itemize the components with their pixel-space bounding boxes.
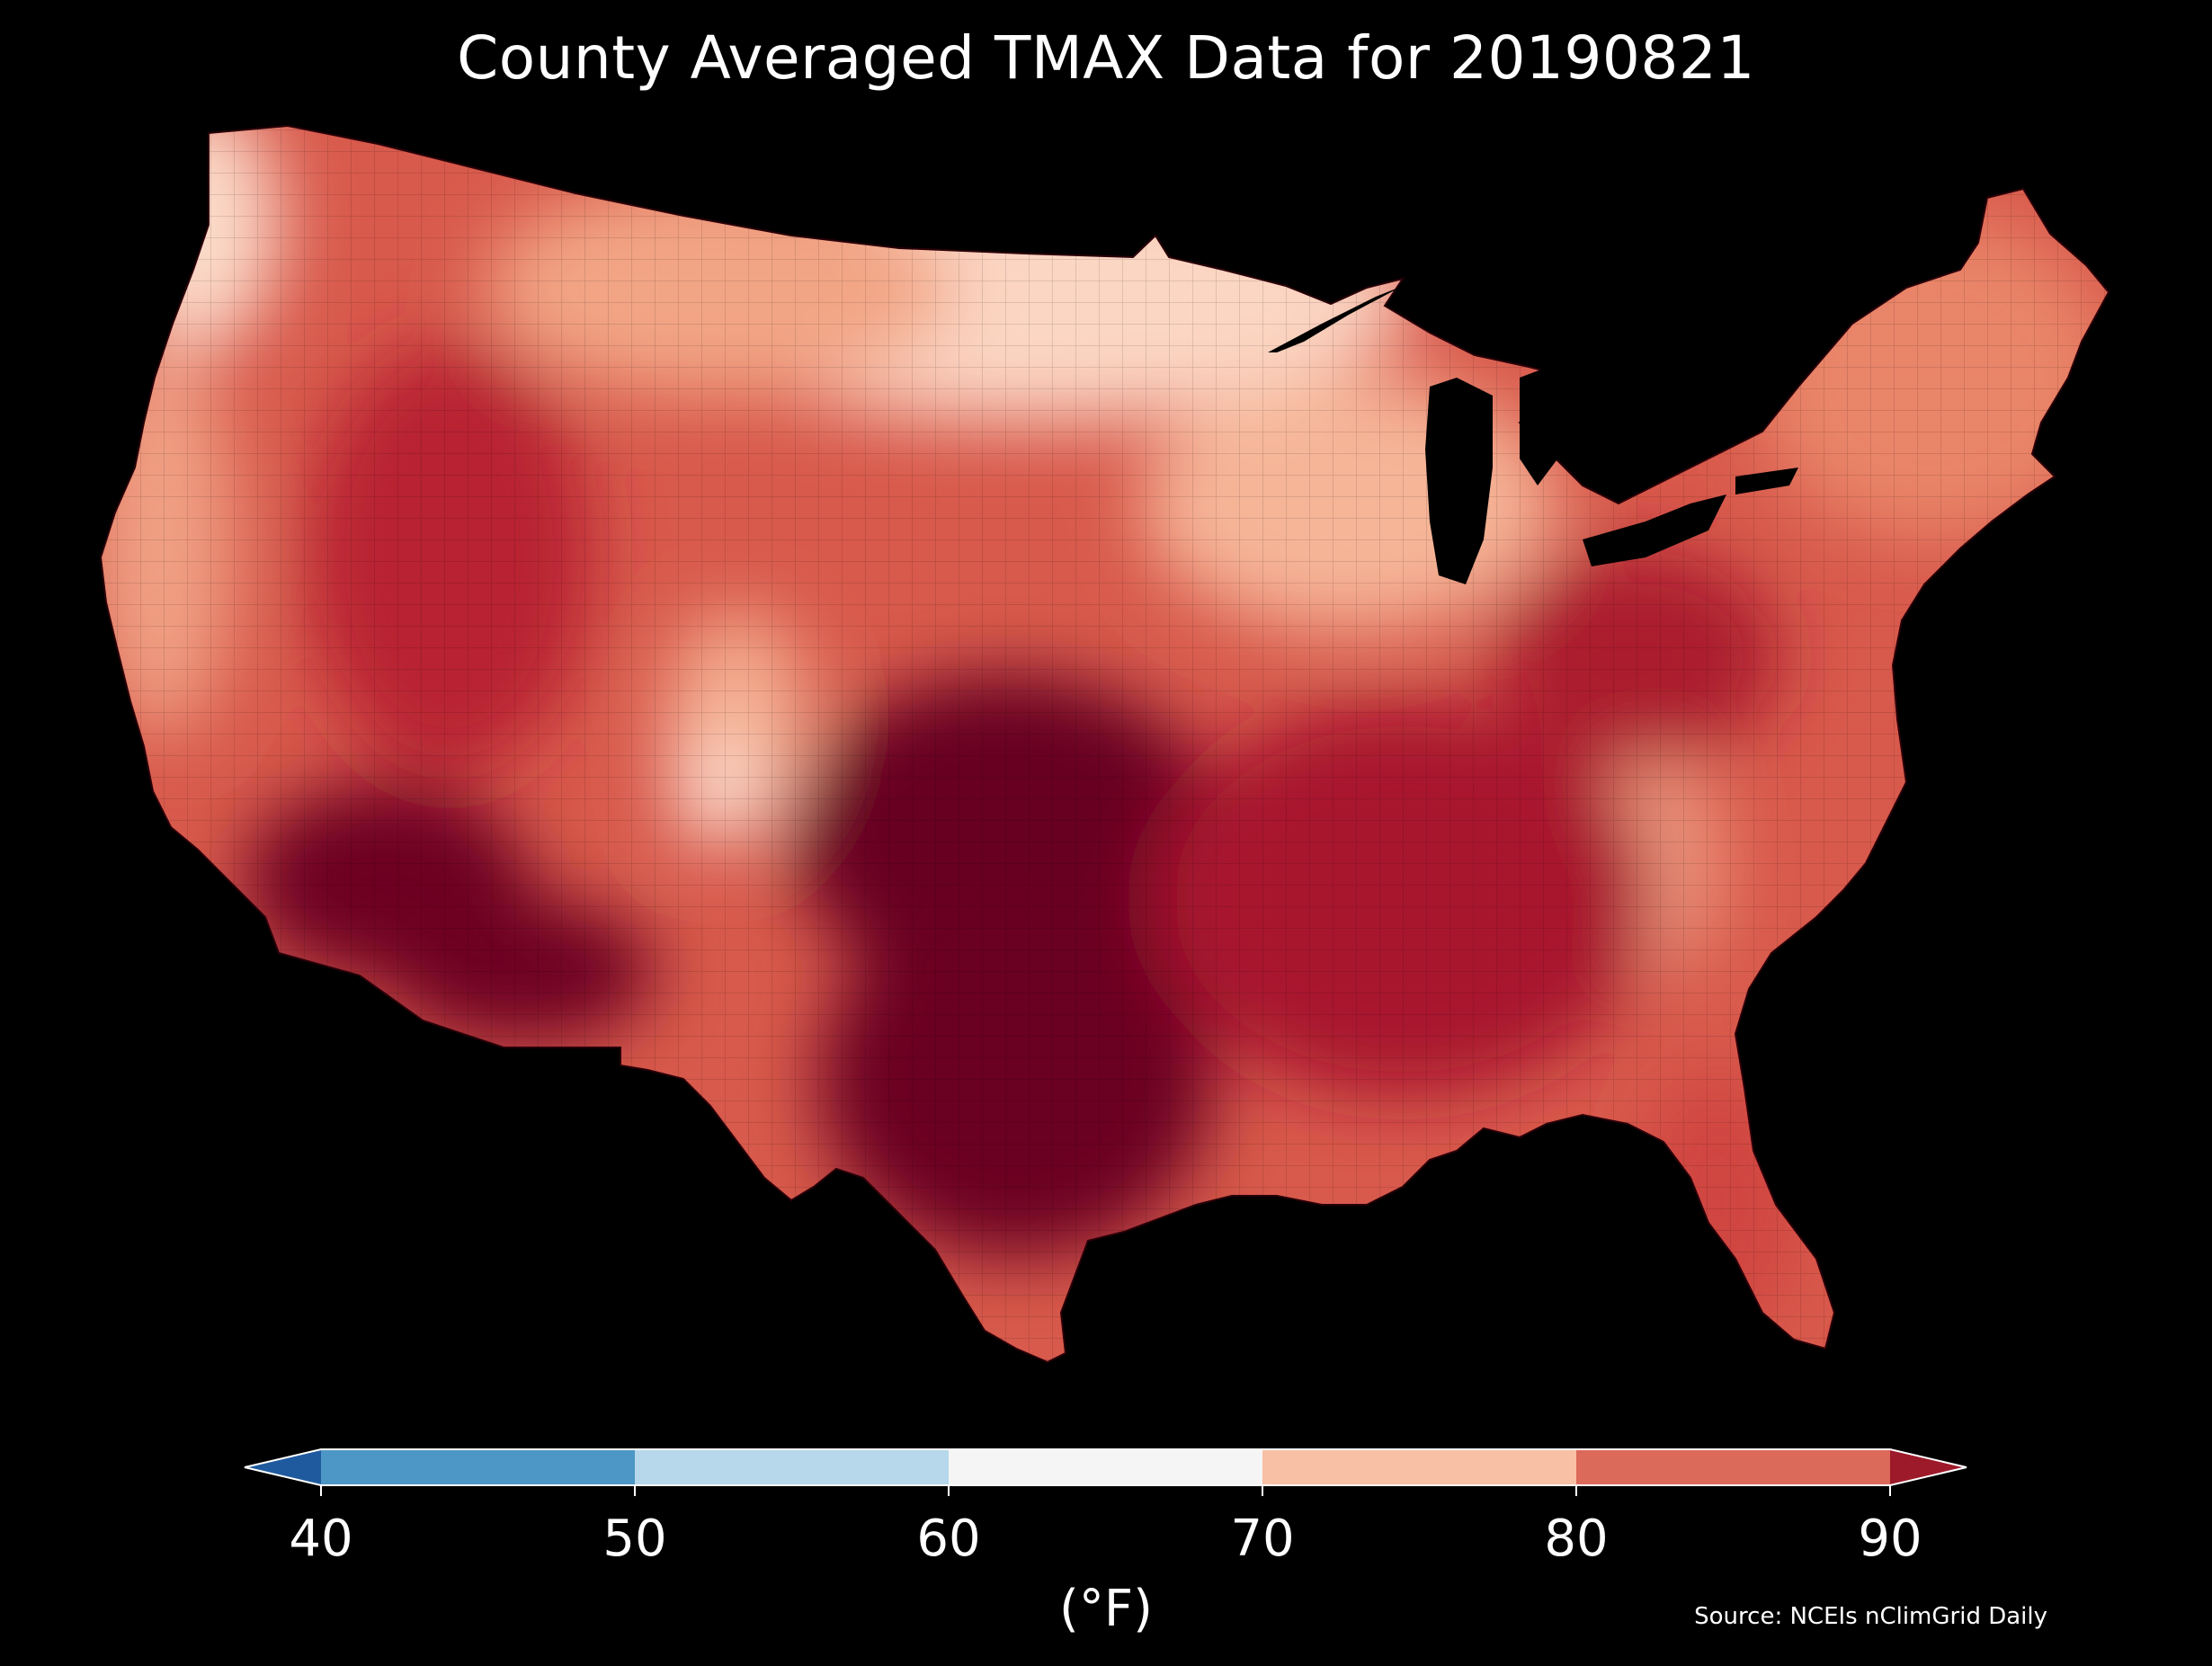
colorbar-tick-label: 70 (1230, 1510, 1295, 1568)
colorbar-extend-low (245, 1449, 321, 1485)
colorbar-bin-50-60 (635, 1449, 949, 1485)
map-title: County Averaged TMAX Data for 20190821 (457, 23, 1755, 93)
colorbar-bin-40-50 (321, 1449, 635, 1485)
colorbar (244, 1448, 1967, 1496)
colorbar-extend-high (1890, 1449, 1967, 1485)
source-label: Source: NCEIs nClimGrid Daily (1694, 1603, 2047, 1630)
colorbar-tick-label: 50 (602, 1510, 667, 1568)
colorbar-units-label: (°F) (1059, 1580, 1153, 1638)
colorbar-tick-label: 90 (1858, 1510, 1922, 1568)
colorbar-tick-label: 80 (1544, 1510, 1609, 1568)
colorbar-bin-80-90 (1576, 1449, 1890, 1485)
us-land (101, 126, 2109, 1362)
colorbar-tick-label: 60 (916, 1510, 981, 1568)
colorbar-bin-70-80 (1262, 1449, 1576, 1485)
great-lakes (1268, 286, 1798, 584)
colorbar-bin-60-70 (949, 1449, 1262, 1485)
colorbar-tick-label: 40 (289, 1510, 353, 1568)
